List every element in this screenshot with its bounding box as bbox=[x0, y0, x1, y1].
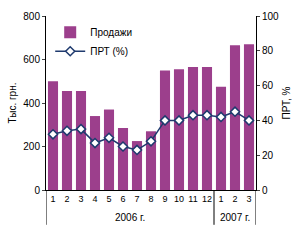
svg-text:40: 40 bbox=[262, 115, 274, 126]
svg-text:2006 г.: 2006 г. bbox=[115, 212, 145, 223]
svg-text:2: 2 bbox=[64, 194, 69, 204]
svg-text:2007 г.: 2007 г. bbox=[220, 212, 250, 223]
svg-text:10: 10 bbox=[174, 194, 184, 204]
svg-text:80: 80 bbox=[262, 45, 274, 56]
svg-text:7: 7 bbox=[134, 194, 139, 204]
svg-text:Тыс. грн.: Тыс. грн. bbox=[7, 83, 18, 124]
svg-text:5: 5 bbox=[106, 194, 111, 204]
svg-text:Продажи: Продажи bbox=[90, 27, 132, 38]
svg-text:1: 1 bbox=[218, 194, 223, 204]
svg-text:3: 3 bbox=[246, 194, 251, 204]
svg-text:100: 100 bbox=[262, 11, 279, 22]
svg-text:400: 400 bbox=[23, 98, 40, 109]
svg-text:4: 4 bbox=[92, 194, 97, 204]
svg-text:2: 2 bbox=[232, 194, 237, 204]
svg-text:800: 800 bbox=[23, 11, 40, 22]
svg-text:3: 3 bbox=[78, 194, 83, 204]
svg-text:6: 6 bbox=[120, 194, 125, 204]
svg-text:0: 0 bbox=[262, 185, 268, 196]
svg-text:0: 0 bbox=[34, 185, 40, 196]
svg-text:600: 600 bbox=[23, 54, 40, 65]
svg-text:ПРТ, %: ПРТ, % bbox=[281, 86, 292, 119]
svg-text:9: 9 bbox=[162, 194, 167, 204]
svg-text:ПРТ (%): ПРТ (%) bbox=[90, 46, 128, 57]
svg-text:8: 8 bbox=[148, 194, 153, 204]
svg-text:200: 200 bbox=[23, 141, 40, 152]
svg-text:12: 12 bbox=[202, 194, 212, 204]
svg-text:1: 1 bbox=[50, 194, 55, 204]
svg-text:20: 20 bbox=[262, 150, 274, 161]
svg-text:11: 11 bbox=[188, 194, 197, 204]
svg-text:60: 60 bbox=[262, 80, 274, 91]
